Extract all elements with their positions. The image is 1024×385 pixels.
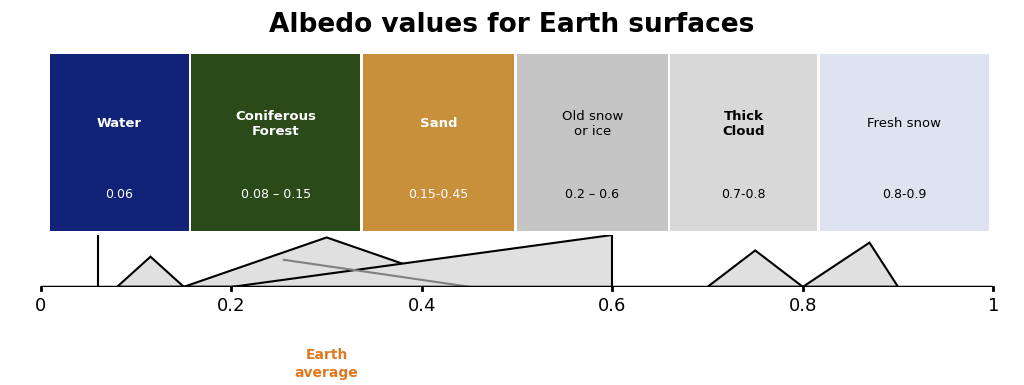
Text: 0.06: 0.06 [105,188,133,201]
Text: 0.8: 0.8 [788,296,817,315]
Text: 0.2: 0.2 [217,296,246,315]
Polygon shape [117,257,184,287]
Text: Sand: Sand [420,117,458,131]
Text: Albedo values for Earth surfaces: Albedo values for Earth surfaces [269,12,755,38]
Text: Fresh snow: Fresh snow [867,117,941,131]
Text: 0.08 – 0.15: 0.08 – 0.15 [241,188,310,201]
Polygon shape [231,235,612,287]
Polygon shape [803,243,898,287]
Text: Water: Water [97,117,142,131]
Text: Earth: Earth [305,348,348,362]
Text: 0.15-0.45: 0.15-0.45 [409,188,469,201]
Text: 0.8-0.9: 0.8-0.9 [882,188,927,201]
Bar [671,54,817,231]
Text: Thick
Cloud: Thick Cloud [723,110,765,138]
Text: 0.2 – 0.6: 0.2 – 0.6 [565,188,620,201]
Text: average: average [295,366,358,380]
Text: Old snow
or ice: Old snow or ice [562,110,623,138]
Bar [191,54,360,231]
Text: Coniferous
Forest: Coniferous Forest [236,110,316,138]
Bar [820,54,988,231]
Text: 0.4: 0.4 [408,296,436,315]
Polygon shape [708,250,803,287]
Bar [517,54,668,231]
Text: 1: 1 [987,296,999,315]
Polygon shape [184,238,469,287]
Text: 0.7-0.8: 0.7-0.8 [722,188,766,201]
Text: 0.3: 0.3 [314,383,339,385]
Text: 0.6: 0.6 [598,296,627,315]
Text: 0: 0 [36,296,46,315]
Bar [362,54,514,231]
Bar [50,54,188,231]
